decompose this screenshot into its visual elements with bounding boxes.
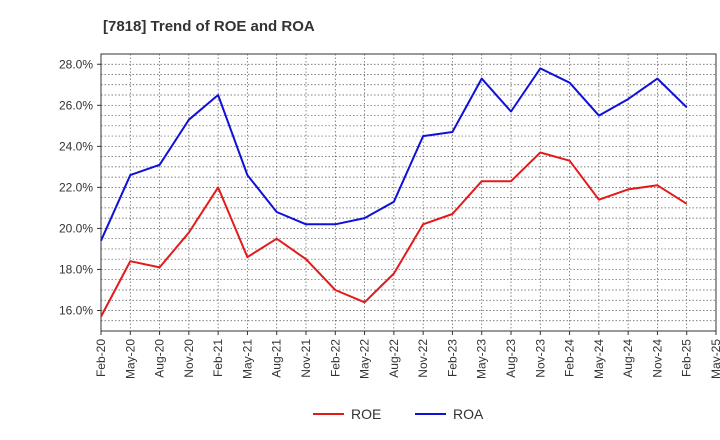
x-tick-label: Nov-23 xyxy=(533,339,547,378)
x-tick-label: May-25 xyxy=(709,339,720,379)
y-tick-label: 28.0% xyxy=(59,57,93,71)
x-tick-label: Nov-22 xyxy=(416,339,430,378)
x-tick-label: May-22 xyxy=(358,339,372,379)
x-tick-label: Aug-23 xyxy=(504,339,518,378)
x-tick-label: Feb-24 xyxy=(563,339,577,377)
x-tick-label: Feb-23 xyxy=(445,339,459,377)
x-tick-label: May-21 xyxy=(240,339,254,379)
series-lines xyxy=(100,67,688,318)
chart-title: [7818] Trend of ROE and ROA xyxy=(103,18,315,35)
x-tick-label: Aug-20 xyxy=(153,339,167,378)
x-tick-label: May-23 xyxy=(475,339,489,379)
x-tick-label: Aug-24 xyxy=(621,339,635,378)
chart-grid xyxy=(100,53,717,332)
x-tick-label: Feb-25 xyxy=(680,339,694,377)
x-tick-label: Nov-24 xyxy=(650,339,664,378)
plot-area xyxy=(100,53,717,332)
x-tick-label: May-20 xyxy=(123,339,137,379)
x-tick-label: Feb-21 xyxy=(211,339,225,377)
x-axis: Feb-20 May-20 Aug-20 Nov-20 Feb-21 May-21 Aug-… xyxy=(94,331,720,379)
x-tick-label: Nov-21 xyxy=(299,339,313,378)
y-tick-label: 26.0% xyxy=(59,98,93,112)
x-tick-label: May-24 xyxy=(592,339,606,379)
x-tick-label: Aug-22 xyxy=(387,339,401,378)
y-tick-label: 16.0% xyxy=(59,303,93,317)
legend-label-roe: ROE xyxy=(351,406,381,422)
y-tick-label: 22.0% xyxy=(59,180,93,194)
x-tick-label: Nov-20 xyxy=(182,339,196,378)
x-tick-label: Feb-22 xyxy=(328,339,342,377)
legend-label-roa: ROA xyxy=(453,406,484,422)
y-tick-label: 18.0% xyxy=(59,262,93,276)
x-tick-label: Feb-20 xyxy=(94,339,108,377)
y-axis: 16.0% 18.0% 20.0% 22.0% 24.0% 26.0% 28.0% xyxy=(59,57,101,317)
legend: ROE ROA xyxy=(313,406,484,422)
series-line-roe xyxy=(100,151,688,318)
y-tick-label: 20.0% xyxy=(59,221,93,235)
y-tick-label: 24.0% xyxy=(59,139,93,153)
x-tick-label: Aug-21 xyxy=(270,339,284,378)
series-line-roa xyxy=(100,67,688,242)
